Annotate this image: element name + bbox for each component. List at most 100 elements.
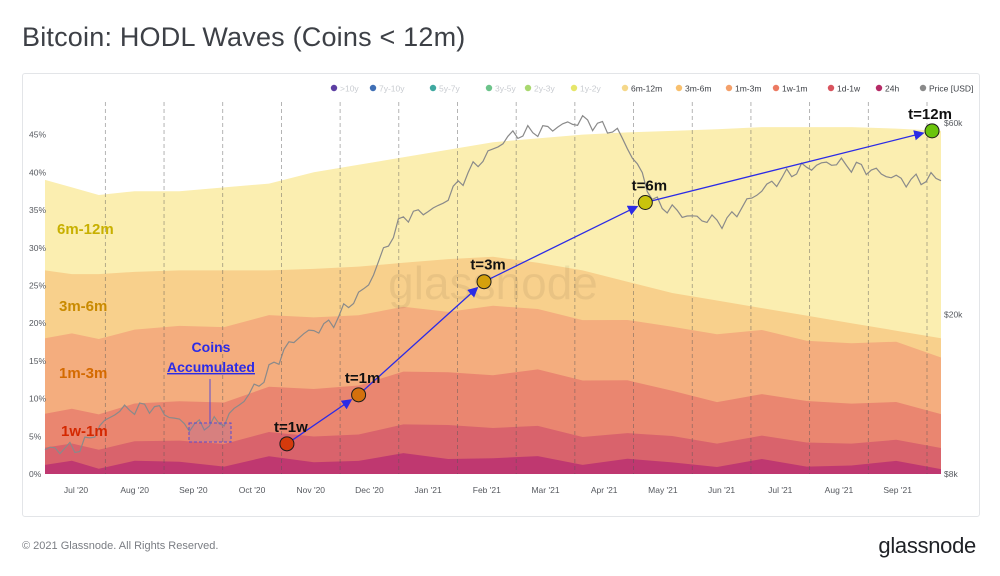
milestone-dot [476,274,492,290]
legend-item: 1w-1m [772,84,808,94]
milestone-label: t=6m [632,178,667,195]
milestone-arrow [286,399,353,445]
accumulation-box [188,422,232,443]
legend-swatch [875,84,883,92]
band-label: 1m-3m [59,365,107,382]
y-tick-label: 40% [29,167,46,177]
milestone-dot [351,387,367,403]
legend-swatch [524,84,532,92]
legend-swatch [725,84,733,92]
legend-label: 7y-10y [379,84,405,94]
legend-label: 6m-12m [631,84,662,94]
legend-swatch [429,84,437,92]
legend-item: >10y [330,84,359,94]
milestone-dot [924,123,940,139]
chart-card: >10y 7y-10y 5y-7y 3y-5y 2y-3y 1y-2y 6m-12m 3m-6… [22,73,980,517]
legend-swatch [827,84,835,92]
legend-swatch [369,84,377,92]
milestones: t=1w t=1m t=3m t=6m t=12m [274,106,952,452]
x-tick-label: Aug '21 [825,485,854,495]
milestone-label: t=1m [345,370,380,387]
legend-label: 1w-1m [782,84,808,94]
milestone-label: t=3m [470,257,505,274]
hodl-waves-chart: >10y 7y-10y 5y-7y 3y-5y 2y-3y 1y-2y 6m-12m 3m-6… [29,84,973,496]
hodl-bands [45,127,941,474]
legend-item: 7y-10y [369,84,405,94]
x-tick-label: Nov '20 [296,485,325,495]
y-right-tick-label: $8k [944,469,958,479]
legend-swatch [330,84,338,92]
legend-item: 5y-7y [429,84,461,94]
band-label: 1w-1m [61,423,108,440]
x-tick-label: Jul '20 [64,485,89,495]
x-tick-label: Jul '21 [768,485,793,495]
y-right-tick-label: $60k [944,118,963,128]
legend-item: 3y-5y [485,84,517,94]
coins-accumulated-annotation: Coins Accumulated [167,339,255,443]
y-tick-label: 10% [29,394,46,404]
legend-label: 3y-5y [495,84,517,94]
band-24h [45,453,941,474]
x-tick-label: May '21 [648,485,678,495]
legend-label: 5y-7y [439,84,461,94]
milestone-dot [637,195,653,210]
legend-label: Price [USD] [929,84,973,94]
x-tick-label: Mar '21 [531,485,559,495]
y-right-tick-label: $20k [944,309,963,319]
band-label: 6m-12m [57,221,114,238]
legend-item: 1m-3m [725,84,761,94]
x-tick-label: Sep '21 [883,485,912,495]
legend-item: 1y-2y [570,84,602,94]
legend-label: 3m-6m [685,84,711,94]
y-tick-label: 30% [29,243,46,253]
y-tick-label: 25% [29,280,46,290]
y-tick-label: 5% [29,431,42,441]
y-tick-label: 0% [29,469,42,479]
legend-label: 24h [885,84,899,94]
y-tick-label: 15% [29,356,46,366]
watermark: glassnode [388,257,598,309]
y-axis-left: 0% 5% 10% 15% 20% 25% 30% 35% 40% 45% [29,130,46,479]
legend-item: 24h [875,84,899,94]
legend-label: 1m-3m [735,84,761,94]
x-tick-label: Sep '20 [179,485,208,495]
x-tick-label: Jun '21 [708,485,735,495]
x-axis: Jul '20 Aug '20 Sep '20 Oct '20 Nov '20 Dec '… [64,485,912,495]
milestone-arrow [358,286,479,396]
x-tick-label: Apr '21 [591,485,618,495]
legend-swatch [485,84,493,92]
x-tick-label: Feb '21 [473,485,501,495]
legend-label: 1y-2y [580,84,602,94]
legend-item: 1d-1w [827,84,861,94]
legend-item: Price [USD] [919,84,973,94]
milestone-label: t=1w [274,419,308,436]
month-gridlines [104,102,928,474]
y-axis-right: $8k $20k $60k [944,118,963,479]
milestone-dot [279,436,295,452]
milestone-arrow [645,130,925,204]
x-tick-label: Oct '20 [239,485,266,495]
y-tick-label: 35% [29,205,46,215]
legend-item: 3m-6m [675,84,711,94]
x-tick-label: Aug '20 [120,485,149,495]
y-tick-label: 45% [29,130,46,140]
copyright-text: © 2021 Glassnode. All Rights Reserved. [22,540,219,552]
annotation-line1: Coins [192,339,231,355]
page-title: Bitcoin: HODL Waves (Coins < 12m) [22,22,466,52]
x-tick-label: Jan '21 [415,485,442,495]
chart-legend: >10y 7y-10y 5y-7y 3y-5y 2y-3y 1y-2y 6m-12m 3m-6… [330,84,973,94]
y-tick-label: 20% [29,318,46,328]
legend-label: 2y-3y [534,84,556,94]
price-series-line [44,114,942,455]
price-line [44,114,942,455]
milestone-arrow [483,205,639,283]
band-label: 3m-6m [59,298,107,315]
legend-swatch [621,84,629,92]
legend-item: 6m-12m [621,84,662,94]
legend-item: 2y-3y [524,84,556,94]
x-tick-label: Dec '20 [355,485,384,495]
legend-label: 1d-1w [837,84,861,94]
annotation-line2: Accumulated [167,359,255,375]
legend-swatch [772,84,780,92]
legend-swatch [919,84,927,92]
